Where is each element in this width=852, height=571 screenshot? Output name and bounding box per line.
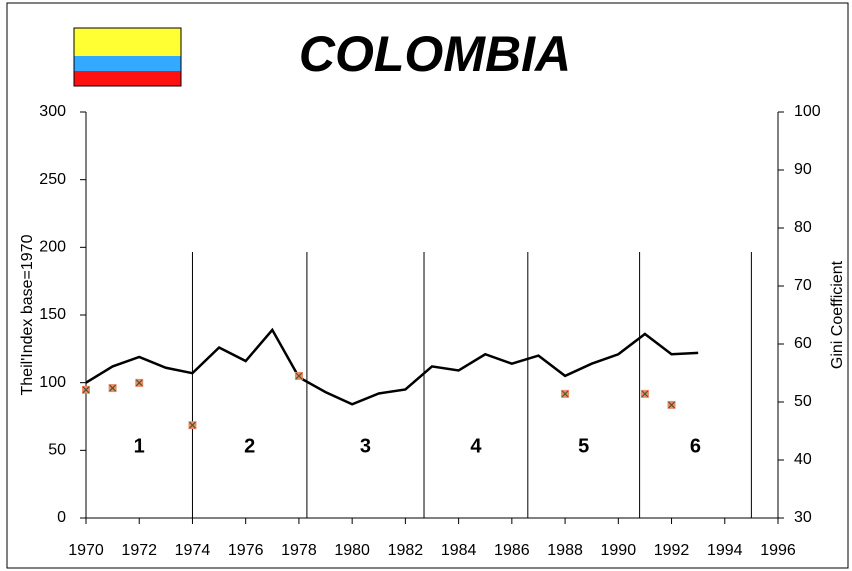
y2-tick-label: 40 bbox=[794, 451, 812, 468]
gini-marker bbox=[135, 378, 144, 387]
y-tick-label: 200 bbox=[39, 239, 66, 256]
marker-cross bbox=[135, 379, 143, 387]
y2-tick-label: 80 bbox=[794, 219, 812, 236]
chart-frame bbox=[6, 2, 849, 569]
marker-cross bbox=[561, 390, 569, 398]
y2-tick-label: 100 bbox=[794, 103, 821, 120]
marker-cross bbox=[641, 390, 649, 398]
marker-cross bbox=[109, 384, 117, 392]
marker-cross bbox=[295, 372, 303, 380]
period-label: 4 bbox=[470, 435, 482, 457]
flag-blue bbox=[74, 56, 181, 71]
flag-border bbox=[73, 27, 182, 87]
y-tick-label: 250 bbox=[39, 171, 66, 188]
x-tick-label: 1970 bbox=[68, 542, 104, 559]
gini-marker bbox=[667, 400, 676, 409]
period-label: 2 bbox=[244, 435, 255, 457]
marker-cross bbox=[82, 386, 90, 394]
flag-yellow bbox=[74, 28, 181, 56]
period-label: 6 bbox=[690, 435, 701, 457]
x-tick-label: 1982 bbox=[388, 542, 424, 559]
y2-tick-label: 90 bbox=[794, 161, 812, 178]
x-tick-label: 1972 bbox=[121, 542, 157, 559]
period-label: 5 bbox=[578, 435, 589, 457]
y-tick-label: 50 bbox=[48, 442, 66, 459]
y-tick-label: 0 bbox=[57, 509, 66, 526]
y2-tick-label: 30 bbox=[794, 509, 812, 526]
x-tick-label: 1988 bbox=[547, 542, 583, 559]
y2-axis-label: Gini Coefficient bbox=[829, 260, 846, 369]
gini-marker bbox=[561, 389, 570, 398]
y-tick-label: 100 bbox=[39, 374, 66, 391]
gini-marker bbox=[82, 385, 90, 394]
y2-tick-label: 60 bbox=[794, 335, 812, 352]
marker-cross bbox=[189, 421, 196, 429]
y2-tick-label: 70 bbox=[794, 277, 812, 294]
gini-marker bbox=[108, 384, 117, 393]
x-tick-label: 1992 bbox=[654, 542, 690, 559]
chart-title: COLOMBIA bbox=[299, 26, 571, 82]
x-tick-label: 1976 bbox=[228, 542, 264, 559]
marker-cross bbox=[668, 401, 675, 409]
x-tick-label: 1986 bbox=[494, 542, 530, 559]
flag-red bbox=[74, 71, 181, 86]
x-tick-label: 1984 bbox=[441, 542, 477, 559]
y-tick-label: 300 bbox=[39, 103, 66, 120]
y2-tick-label: 50 bbox=[794, 393, 812, 410]
flag bbox=[73, 27, 182, 87]
x-tick-label: 1980 bbox=[334, 542, 370, 559]
theil-line bbox=[85, 327, 699, 406]
x-tick-label: 1978 bbox=[281, 542, 317, 559]
y-axis-label: Theil'Index base=1970 bbox=[19, 234, 36, 395]
period-label: 1 bbox=[134, 435, 145, 457]
x-tick-label: 1974 bbox=[175, 542, 211, 559]
gini-marker bbox=[188, 421, 197, 430]
x-tick-label: 1994 bbox=[707, 542, 743, 559]
y-tick-label: 150 bbox=[39, 306, 66, 323]
period-label: 3 bbox=[360, 435, 371, 457]
x-tick-label: 1990 bbox=[601, 542, 637, 559]
gini-marker bbox=[640, 389, 649, 398]
gini-marker bbox=[294, 371, 303, 380]
x-tick-label: 1996 bbox=[760, 542, 796, 559]
